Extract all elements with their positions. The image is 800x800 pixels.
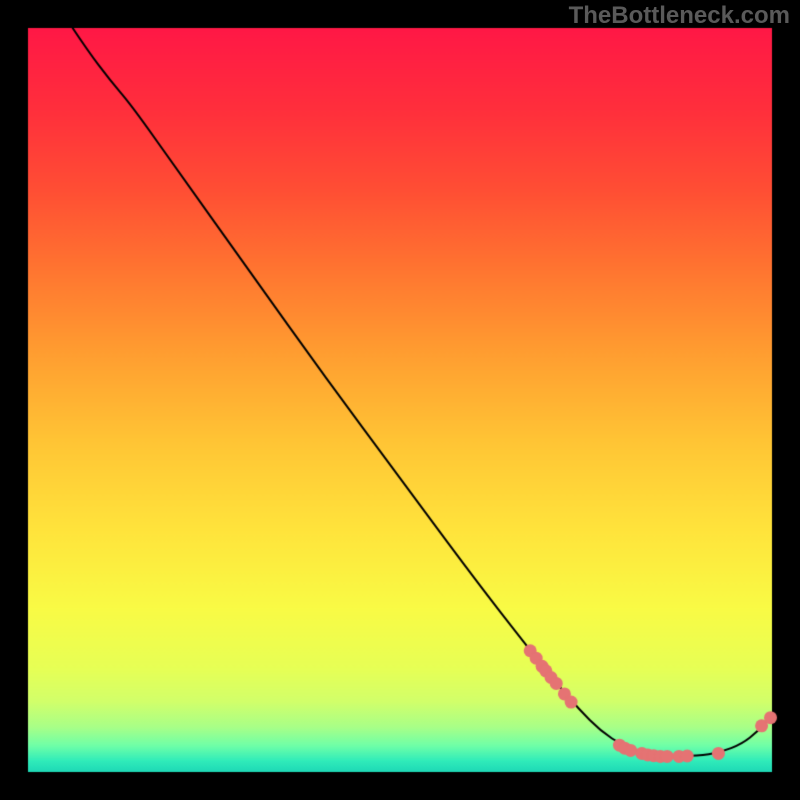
watermark-label: TheBottleneck.com	[569, 2, 790, 30]
bottleneck-curve-chart	[0, 0, 800, 800]
chart-container: TheBottleneck.com	[0, 0, 800, 800]
